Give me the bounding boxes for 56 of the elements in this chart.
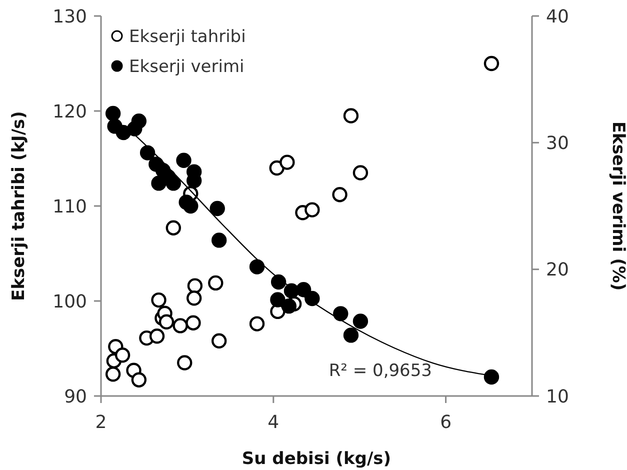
point bbox=[333, 306, 348, 322]
point bbox=[166, 220, 182, 236]
point bbox=[343, 328, 359, 343]
point bbox=[151, 292, 166, 308]
point bbox=[140, 145, 156, 160]
x-axis-title: Su debisi (kg/s) bbox=[242, 449, 392, 469]
y-axis-title: Ekserji tahribi (kJ/s) bbox=[9, 111, 29, 301]
y2-tick-label: 10 bbox=[546, 386, 569, 408]
point bbox=[158, 314, 174, 330]
point bbox=[177, 355, 192, 370]
point bbox=[172, 318, 188, 334]
point bbox=[210, 200, 225, 216]
point bbox=[211, 232, 227, 248]
x-tick-label: 6 bbox=[440, 412, 452, 433]
point bbox=[211, 333, 227, 348]
point bbox=[208, 275, 224, 291]
point bbox=[183, 198, 198, 214]
point bbox=[105, 106, 121, 122]
point bbox=[249, 316, 265, 332]
point bbox=[249, 259, 265, 274]
x-tick-label: 4 bbox=[268, 412, 280, 433]
y-tick-label: 90 bbox=[64, 386, 87, 408]
point bbox=[105, 366, 121, 382]
annotation: R² = 0,9653 bbox=[328, 361, 432, 381]
y-tick-label: 100 bbox=[52, 291, 87, 312]
y2-tick-label: 40 bbox=[546, 6, 569, 28]
x-tick-label: 2 bbox=[95, 412, 107, 433]
point bbox=[166, 176, 182, 191]
point bbox=[304, 290, 320, 306]
point bbox=[304, 202, 320, 218]
point bbox=[187, 278, 203, 294]
y2-tick-label: 20 bbox=[546, 260, 569, 281]
point bbox=[186, 290, 202, 306]
point bbox=[131, 114, 147, 129]
y-tick-label: 120 bbox=[52, 101, 87, 122]
y-tick-label: 110 bbox=[52, 196, 87, 218]
point bbox=[131, 372, 147, 388]
legend-label: Ekserji tahribi bbox=[129, 26, 246, 47]
point bbox=[484, 369, 500, 385]
point bbox=[270, 274, 286, 290]
point bbox=[332, 187, 348, 202]
point bbox=[352, 165, 368, 180]
point bbox=[281, 298, 297, 314]
y2-axis-title: Ekserji verimi (%) bbox=[608, 121, 627, 291]
point bbox=[352, 314, 368, 329]
y-tick-label: 130 bbox=[52, 6, 87, 28]
point bbox=[270, 292, 286, 308]
point bbox=[186, 315, 201, 330]
point bbox=[149, 328, 165, 344]
point bbox=[114, 348, 130, 363]
point bbox=[343, 108, 359, 124]
point bbox=[280, 154, 295, 170]
y2-tick-label: 30 bbox=[546, 132, 569, 154]
point bbox=[484, 56, 500, 72]
point bbox=[176, 152, 192, 168]
legend-label: Ekserji verimi bbox=[129, 56, 244, 77]
